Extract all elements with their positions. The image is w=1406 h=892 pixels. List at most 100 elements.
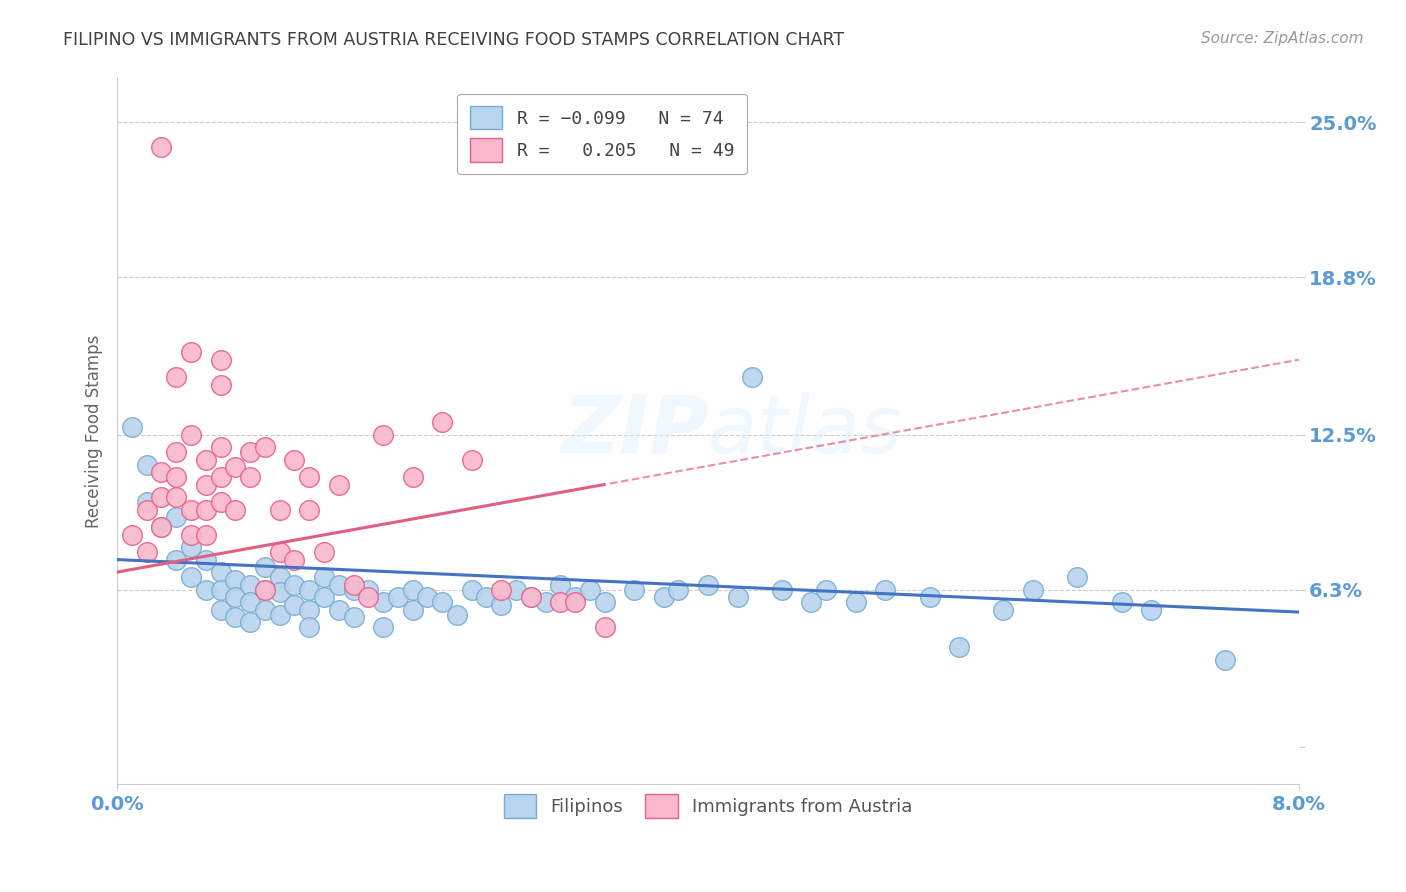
- Point: [194, 502, 217, 516]
- Point: [1140, 602, 1163, 616]
- Point: [371, 620, 394, 634]
- Point: [135, 545, 157, 559]
- Point: [312, 590, 335, 604]
- Point: [135, 458, 157, 472]
- Point: [209, 602, 232, 616]
- Point: [430, 595, 453, 609]
- Point: [312, 570, 335, 584]
- Point: [283, 577, 305, 591]
- Point: [1111, 595, 1133, 609]
- Point: [209, 495, 232, 509]
- Point: [312, 545, 335, 559]
- Point: [194, 552, 217, 566]
- Point: [135, 495, 157, 509]
- Point: [357, 582, 380, 597]
- Point: [209, 440, 232, 454]
- Point: [1066, 570, 1088, 584]
- Point: [430, 415, 453, 429]
- Point: [357, 590, 380, 604]
- Point: [209, 565, 232, 579]
- Point: [401, 470, 423, 484]
- Point: [253, 582, 276, 597]
- Point: [239, 577, 262, 591]
- Point: [121, 527, 143, 541]
- Point: [668, 582, 690, 597]
- Point: [727, 590, 749, 604]
- Point: [224, 573, 246, 587]
- Point: [165, 510, 187, 524]
- Point: [150, 140, 173, 154]
- Point: [194, 582, 217, 597]
- Point: [269, 585, 291, 599]
- Point: [209, 377, 232, 392]
- Point: [342, 610, 364, 624]
- Point: [298, 582, 321, 597]
- Point: [505, 582, 527, 597]
- Point: [209, 470, 232, 484]
- Point: [180, 502, 202, 516]
- Point: [253, 602, 276, 616]
- Point: [239, 615, 262, 629]
- Point: [579, 582, 602, 597]
- Point: [446, 607, 468, 622]
- Point: [209, 582, 232, 597]
- Point: [548, 577, 571, 591]
- Point: [298, 470, 321, 484]
- Point: [371, 595, 394, 609]
- Point: [224, 502, 246, 516]
- Point: [121, 420, 143, 434]
- Point: [150, 520, 173, 534]
- Point: [165, 552, 187, 566]
- Point: [194, 477, 217, 491]
- Point: [593, 620, 616, 634]
- Point: [283, 452, 305, 467]
- Point: [416, 590, 439, 604]
- Point: [253, 560, 276, 574]
- Point: [845, 595, 868, 609]
- Text: ZIP: ZIP: [561, 392, 709, 470]
- Text: FILIPINO VS IMMIGRANTS FROM AUSTRIA RECEIVING FOOD STAMPS CORRELATION CHART: FILIPINO VS IMMIGRANTS FROM AUSTRIA RECE…: [63, 31, 845, 49]
- Point: [298, 502, 321, 516]
- Point: [269, 570, 291, 584]
- Point: [298, 602, 321, 616]
- Point: [180, 427, 202, 442]
- Point: [135, 502, 157, 516]
- Point: [165, 370, 187, 384]
- Point: [815, 582, 838, 597]
- Point: [534, 595, 557, 609]
- Point: [800, 595, 823, 609]
- Point: [253, 582, 276, 597]
- Point: [342, 582, 364, 597]
- Point: [1213, 652, 1236, 666]
- Point: [652, 590, 675, 604]
- Point: [269, 545, 291, 559]
- Point: [875, 582, 897, 597]
- Point: [475, 590, 498, 604]
- Point: [460, 582, 482, 597]
- Point: [770, 582, 793, 597]
- Point: [180, 527, 202, 541]
- Point: [269, 502, 291, 516]
- Point: [918, 590, 941, 604]
- Legend: Filipinos, Immigrants from Austria: Filipinos, Immigrants from Austria: [496, 788, 920, 825]
- Point: [593, 595, 616, 609]
- Point: [165, 445, 187, 459]
- Point: [460, 452, 482, 467]
- Point: [1022, 582, 1045, 597]
- Point: [165, 490, 187, 504]
- Point: [239, 470, 262, 484]
- Point: [328, 577, 350, 591]
- Point: [328, 477, 350, 491]
- Point: [283, 598, 305, 612]
- Text: Source: ZipAtlas.com: Source: ZipAtlas.com: [1201, 31, 1364, 46]
- Point: [342, 577, 364, 591]
- Point: [165, 470, 187, 484]
- Y-axis label: Receiving Food Stamps: Receiving Food Stamps: [86, 334, 103, 528]
- Point: [180, 540, 202, 554]
- Point: [283, 552, 305, 566]
- Point: [239, 445, 262, 459]
- Point: [371, 427, 394, 442]
- Point: [194, 527, 217, 541]
- Point: [150, 490, 173, 504]
- Point: [298, 620, 321, 634]
